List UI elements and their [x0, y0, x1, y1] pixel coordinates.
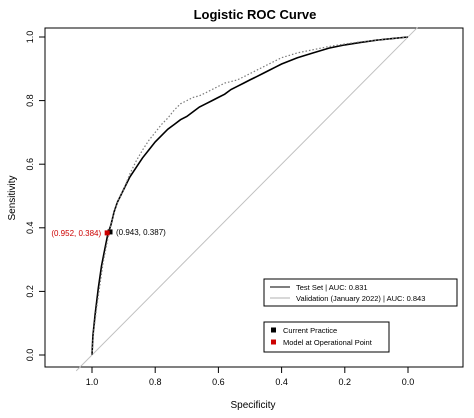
- point-marker-1: [104, 230, 110, 236]
- point-label-0: (0.943, 0.387): [116, 228, 166, 237]
- x-tick-label: 0.4: [275, 377, 288, 387]
- point-marker-0: [107, 229, 113, 235]
- y-tick-label: 0.6: [25, 158, 35, 171]
- x-tick-label: 1.0: [86, 377, 99, 387]
- legend-entry-label: Model at Operational Point: [283, 338, 373, 347]
- x-tick-label: 0.2: [339, 377, 352, 387]
- plot-frame: [44, 27, 464, 368]
- reference-line: [75, 27, 418, 372]
- x-tick-label: 0.8: [149, 377, 162, 387]
- y-axis-label: Sensitivity: [7, 175, 18, 220]
- legend-entry-label: Test Set | AUC: 0.831: [296, 283, 368, 292]
- legend-swatch: [271, 327, 276, 333]
- y-tick-label: 0.0: [25, 349, 35, 362]
- point-label-1: (0.952, 0.384): [51, 229, 101, 238]
- y-tick-label: 1.0: [25, 31, 35, 44]
- chart-title: Logistic ROC Curve: [194, 7, 317, 22]
- x-tick-label: 0.0: [402, 377, 415, 387]
- y-tick-label: 0.4: [25, 222, 35, 235]
- x-axis-label: Specificity: [230, 400, 275, 411]
- y-tick-label: 0.8: [25, 94, 35, 107]
- legend-box-0: [263, 278, 458, 307]
- x-tick-label: 0.6: [212, 377, 225, 387]
- legend-entry-label: Current Practice: [283, 326, 337, 335]
- legend-swatch: [271, 339, 276, 345]
- y-tick-label: 0.2: [25, 285, 35, 298]
- legend-box-1: [263, 321, 390, 353]
- legend-entry-label: Validation (January 2022) | AUC: 0.843: [296, 294, 425, 303]
